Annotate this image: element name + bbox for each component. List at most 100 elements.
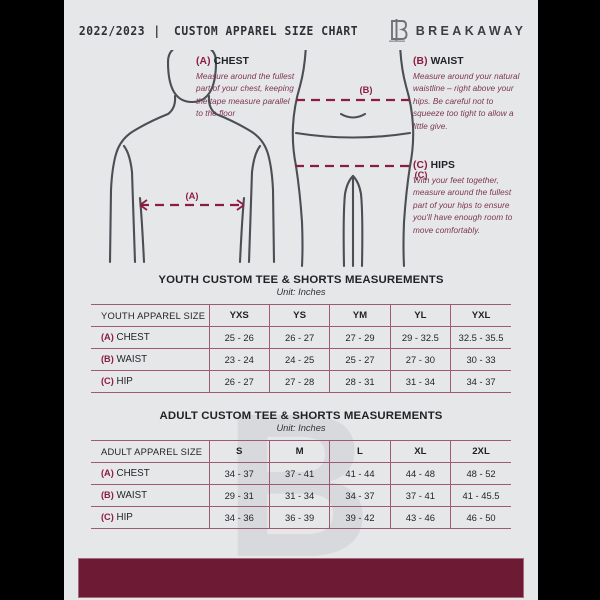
chest-marker-label: (A): [186, 191, 199, 201]
cell-chest-xl: 44 - 48: [389, 462, 451, 485]
cell-hip-s: 34 - 36: [208, 506, 270, 529]
table-row: (C) HIP 26 - 27 27 - 28 28 - 31 31 - 34 34 - …: [91, 370, 511, 393]
table-row: (A) CHEST 34 - 37 37 - 41 41 - 44 44 - 48 48 …: [91, 462, 511, 485]
column-header-2xl: 2XL: [450, 440, 511, 463]
column-header-yl: YL: [389, 304, 451, 327]
column-header-l: L: [329, 440, 391, 463]
brand-name: BREAKAWAY: [415, 24, 527, 38]
column-header-ys: YS: [268, 304, 330, 327]
callout-hips-tag: (C): [413, 160, 428, 171]
cell-hip-ys: 27 - 28: [268, 370, 330, 393]
adult-size-table: ADULT APPAREL SIZE S M L XL 2XL (A) CHEST 34 -…: [91, 440, 511, 529]
chest-measure-marker: (A): [139, 191, 245, 211]
column-header-ym: YM: [329, 304, 391, 327]
cell-chest-yl: 29 - 32.5: [389, 326, 451, 349]
cell-waist-xl: 37 - 41: [389, 484, 451, 507]
page-header: 2022/2023 | CUSTOM APPAREL SIZE CHART BR…: [64, 18, 538, 44]
callout-chest-heading: (A) CHEST: [196, 56, 296, 67]
waist-measure-marker: (B): [296, 85, 412, 102]
cell-hip-2xl: 46 - 50: [450, 506, 511, 529]
table-row: (C) HIP 34 - 36 36 - 39 39 - 42 43 - 46 46 - …: [91, 506, 511, 529]
callout-hips-name: HIPS: [430, 160, 456, 171]
callout-hips-text: With your feet together, measure around …: [413, 176, 513, 235]
table-header-row: YOUTH APPAREL SIZE YXS YS YM YL YXL: [91, 304, 511, 327]
cell-chest-yxs: 25 - 26: [208, 326, 270, 349]
cell-hip-yxl: 34 - 37: [450, 370, 511, 393]
column-header-m: M: [268, 440, 330, 463]
cell-hip-yl: 31 - 34: [389, 370, 451, 393]
cell-chest-yxl: 32.5 - 35.5: [450, 326, 511, 349]
row-label-waist: (B) WAIST: [91, 348, 209, 371]
cell-chest-s: 34 - 37: [208, 462, 270, 485]
hips-marker-label: (C): [415, 170, 428, 180]
lower-body-hips-figure: [291, 50, 415, 268]
callout-hips: (C) HIPS With your feet together, measur…: [413, 160, 521, 237]
footer-bar: [78, 558, 524, 598]
cell-hip-yxs: 26 - 27: [208, 370, 270, 393]
youth-size-header: YOUTH APPAREL SIZE: [91, 304, 209, 327]
callout-waist-tag: (B): [413, 56, 428, 67]
row-tag: (B): [101, 490, 114, 500]
row-label-hip: (C) HIP: [91, 506, 209, 529]
upper-body-torso-figure: [108, 50, 276, 264]
row-label-waist: (B) WAIST: [91, 484, 209, 507]
cell-waist-yxl: 30 - 33: [450, 348, 511, 371]
row-label-hip: (C) HIP: [91, 370, 209, 393]
adult-section: ADULT CUSTOM TEE & SHORTS MEASUREMENTS U…: [64, 410, 538, 529]
callout-chest-tag: (A): [196, 56, 211, 67]
adult-section-title: ADULT CUSTOM TEE & SHORTS MEASUREMENTS: [159, 410, 443, 422]
row-label-chest: (A) CHEST: [91, 462, 209, 485]
table-row: (B) WAIST 29 - 31 31 - 34 34 - 37 37 - 41 41 …: [91, 484, 511, 507]
adult-section-unit: Unit: Inches: [276, 423, 326, 433]
column-header-xl: XL: [389, 440, 451, 463]
cell-waist-ym: 25 - 27: [329, 348, 391, 371]
cell-waist-yl: 27 - 30: [389, 348, 451, 371]
cell-chest-l: 41 - 44: [329, 462, 391, 485]
cell-waist-yxs: 23 - 24: [208, 348, 270, 371]
table-row: (B) WAIST 23 - 24 24 - 25 25 - 27 27 - 30 30 …: [91, 348, 511, 371]
page-title: CUSTOM APPAREL SIZE CHART: [173, 24, 358, 38]
cell-hip-m: 36 - 39: [268, 506, 330, 529]
callout-chest-name: CHEST: [213, 56, 249, 67]
header-season: 2022/2023: [78, 24, 145, 38]
cell-waist-ys: 24 - 25: [268, 348, 330, 371]
callout-chest-text: Measure around the fullest part of your …: [196, 72, 295, 119]
size-chart-page: B 2022/2023 | CUSTOM APPAREL SIZE CHART …: [64, 0, 538, 600]
cell-waist-2xl: 41 - 45.5: [450, 484, 511, 507]
callout-waist-text: Measure around your natural waistline – …: [413, 72, 520, 131]
cell-hip-l: 39 - 42: [329, 506, 391, 529]
callout-waist: (B) WAIST Measure around your natural wa…: [413, 56, 521, 133]
youth-section: YOUTH CUSTOM TEE & SHORTS MEASUREMENTS U…: [64, 274, 538, 393]
cell-chest-ys: 26 - 27: [268, 326, 330, 349]
cell-waist-s: 29 - 31: [208, 484, 270, 507]
table-row: (A) CHEST 25 - 26 26 - 27 27 - 29 29 - 32.5 3…: [91, 326, 511, 349]
column-header-yxs: YXS: [208, 304, 270, 327]
breakaway-b-monogram-icon: [388, 19, 408, 42]
cell-waist-m: 31 - 34: [268, 484, 330, 507]
adult-size-header: ADULT APPAREL SIZE: [91, 440, 209, 463]
cell-hip-xl: 43 - 46: [389, 506, 451, 529]
measurement-diagram: (A) (B) (C) (A) CHES: [64, 50, 538, 272]
cell-chest-m: 37 - 41: [268, 462, 330, 485]
header-separator: |: [152, 24, 161, 38]
waist-marker-label: (B): [360, 85, 373, 95]
cell-chest-2xl: 48 - 52: [450, 462, 511, 485]
table-header-row: ADULT APPAREL SIZE S M L XL 2XL: [91, 440, 511, 463]
brand-logo: BREAKAWAY: [386, 18, 527, 44]
column-header-yxl: YXL: [450, 304, 511, 327]
cell-waist-l: 34 - 37: [329, 484, 391, 507]
youth-size-table: YOUTH APPAREL SIZE YXS YS YM YL YXL (A) CHEST…: [91, 304, 511, 393]
youth-section-unit: Unit: Inches: [276, 287, 326, 297]
callout-hips-heading: (C) HIPS: [413, 160, 521, 171]
cell-chest-ym: 27 - 29: [329, 326, 391, 349]
hips-measure-marker: (C): [295, 164, 428, 180]
row-label-chest: (A) CHEST: [91, 326, 209, 349]
row-tag: (C): [101, 512, 114, 522]
row-tag: (B): [101, 354, 114, 364]
row-tag: (A): [101, 332, 114, 342]
callout-waist-heading: (B) WAIST: [413, 56, 521, 67]
row-tag: (C): [101, 376, 114, 386]
youth-section-title: YOUTH CUSTOM TEE & SHORTS MEASUREMENTS: [158, 274, 444, 286]
body-figures: (A) (B) (C): [108, 50, 428, 268]
callout-chest: (A) CHEST Measure around the fullest par…: [196, 56, 296, 121]
